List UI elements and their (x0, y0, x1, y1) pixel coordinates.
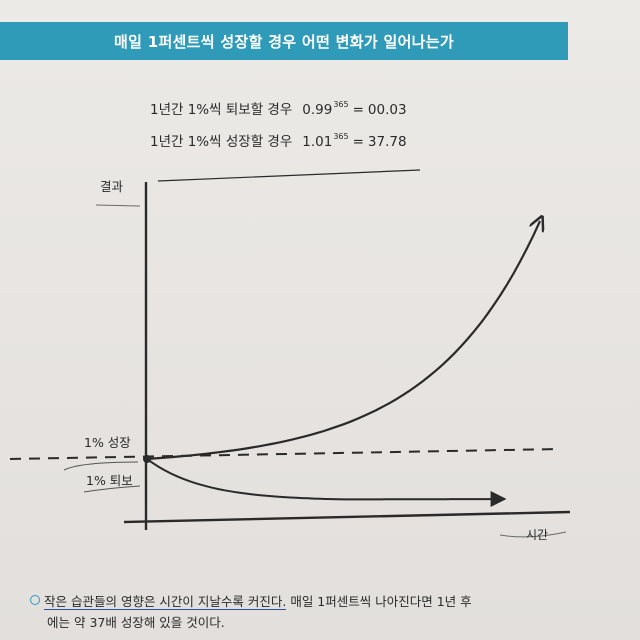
formula-decline: 1년간 1%씩 퇴보할 경우 0.99365 = 00.03 (150, 98, 407, 118)
growth-label-stroke (63, 461, 139, 471)
x-axis (123, 510, 571, 524)
growth-series-label: 1% 성장 (84, 435, 131, 450)
growth-chart (9, 169, 571, 538)
caption-note: 작은 습관들의 영향은 시간이 지날수록 커진다. 매일 1퍼센트씩 나아진다면… (30, 591, 590, 633)
formula-growth-exponent: 365 (333, 132, 349, 141)
formula-growth-label: 1년간 1%씩 성장할 경우 (150, 134, 293, 150)
ylabel-underline (95, 204, 141, 207)
decline-label-stroke (83, 485, 141, 493)
y-axis-top-stroke (157, 169, 421, 182)
decline-series-label: 1% 퇴보 (86, 473, 133, 488)
caption-highlight: 작은 습관들의 영향은 시간이 지날수록 커진다. (44, 594, 287, 610)
decline-curve (146, 458, 507, 507)
formula-growth-result: 37.78 (367, 134, 407, 150)
formula-decline-result: 00.03 (367, 102, 407, 118)
formula-decline-label: 1년간 1%씩 퇴보할 경우 (150, 102, 293, 118)
caption-rest: 매일 1퍼센트씩 나아진다면 1년 후 (286, 594, 472, 609)
xlabel-underline (499, 531, 567, 538)
formula-decline-equals: = (352, 102, 364, 118)
x-axis-label: 시간 (526, 528, 549, 542)
baseline-dashed (9, 448, 561, 460)
formula-growth-base: 1.01 (302, 134, 333, 150)
bullet-circle-icon (30, 595, 40, 605)
formula-decline-base: 0.99 (302, 102, 333, 118)
growth-curve (146, 221, 540, 461)
page-title: 매일 1퍼센트씩 성장할 경우 어떤 변화가 일어나는가 (114, 32, 454, 51)
formula-decline-exponent: 365 (333, 100, 349, 109)
title-banner: 매일 1퍼센트씩 성장할 경우 어떤 변화가 일어나는가 (0, 22, 568, 60)
y-axis-label: 결과 (100, 179, 124, 194)
formula-growth-equals: = (352, 134, 364, 150)
start-point (143, 455, 151, 463)
caption-line2: 에는 약 37배 성장해 있을 것이다. (47, 615, 225, 630)
formula-growth: 1년간 1%씩 성장할 경우 1.01365 = 37.78 (150, 130, 407, 150)
